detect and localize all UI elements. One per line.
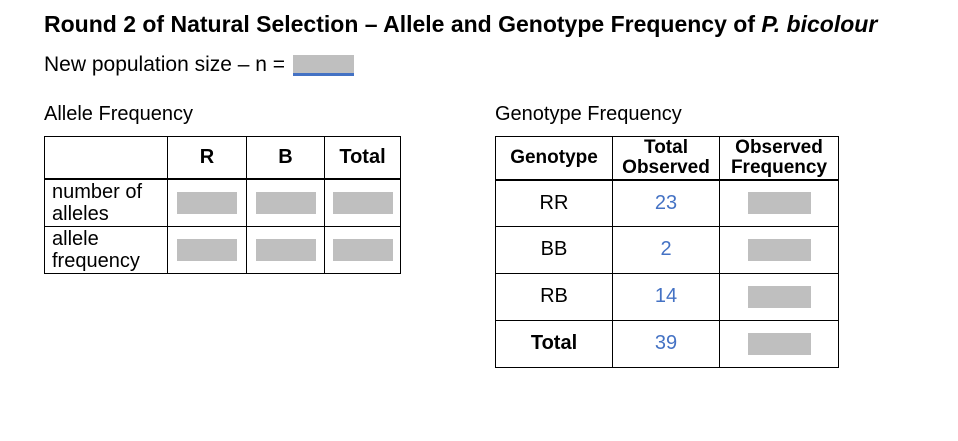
allele-frequency-r-cell [167, 226, 247, 274]
genotype-header: Genotype [495, 136, 613, 181]
species-name: P. bicolour [761, 11, 878, 37]
population-size-label: New population size – n = [44, 53, 286, 76]
table-row: Total 39 [495, 319, 839, 368]
rr-observed-frequency-answer-box[interactable] [747, 192, 811, 215]
number-of-alleles-r-cell [167, 178, 247, 227]
allele-frequency-r-answer-box[interactable] [177, 239, 237, 262]
page-title: Round 2 of Natural Selection – Allele an… [44, 11, 877, 38]
number-of-alleles-label: number of alleles [44, 178, 168, 227]
rb-observed-frequency-cell [719, 272, 839, 321]
allele-frequency-b-cell [246, 226, 325, 274]
allele-header-r: R [167, 136, 247, 180]
allele-header-b: B [246, 136, 325, 180]
bb-observed-frequency-answer-box[interactable] [747, 238, 811, 261]
genotype-total-label: Total [495, 319, 613, 368]
number-of-alleles-b-cell [246, 178, 325, 227]
genotype-bb-label: BB [495, 225, 613, 274]
allele-frequency-label: Allele Frequency [44, 103, 193, 125]
number-of-alleles-total-cell [324, 178, 401, 227]
page-title-text: Round 2 of Natural Selection – Allele an… [44, 11, 762, 37]
population-size-line: New population size – n = [44, 53, 355, 77]
genotype-table-header-row: Genotype Total Observed Observed Frequen… [495, 136, 839, 181]
table-row: allele frequency [44, 226, 401, 274]
rr-total-observed-value[interactable]: 23 [612, 179, 720, 227]
total-observed-header: Total Observed [612, 136, 720, 181]
total-observed-total-value[interactable]: 39 [612, 319, 720, 368]
genotype-frequency-table: Genotype Total Observed Observed Frequen… [495, 136, 839, 368]
table-row: RR 23 [495, 179, 839, 227]
table-row: BB 2 [495, 225, 839, 274]
allele-header-blank [44, 136, 168, 180]
allele-header-total: Total [324, 136, 401, 180]
number-of-alleles-b-answer-box[interactable] [255, 191, 316, 214]
rb-observed-frequency-answer-box[interactable] [747, 285, 811, 308]
total-observed-frequency-answer-box[interactable] [747, 332, 811, 355]
bb-observed-frequency-cell [719, 225, 839, 274]
allele-frequency-total-cell [324, 226, 401, 274]
genotype-rb-label: RB [495, 272, 613, 321]
population-size-input[interactable] [293, 55, 355, 76]
genotype-rr-label: RR [495, 179, 613, 227]
bb-total-observed-value[interactable]: 2 [612, 225, 720, 274]
table-row: RB 14 [495, 272, 839, 321]
allele-frequency-total-answer-box[interactable] [332, 239, 393, 262]
number-of-alleles-r-answer-box[interactable] [177, 191, 237, 214]
observed-frequency-header: Observed Frequency [719, 136, 839, 181]
allele-frequency-table: R B Total number of alleles allele frequ… [44, 136, 401, 274]
table-row: number of alleles [44, 178, 401, 227]
rr-observed-frequency-cell [719, 179, 839, 227]
number-of-alleles-total-answer-box[interactable] [332, 191, 393, 214]
allele-frequency-b-answer-box[interactable] [255, 239, 316, 262]
allele-table-header-row: R B Total [44, 136, 401, 180]
total-observed-frequency-cell [719, 319, 839, 368]
allele-frequency-row-label: allele frequency [44, 226, 168, 274]
genotype-frequency-label: Genotype Frequency [495, 103, 682, 125]
rb-total-observed-value[interactable]: 14 [612, 272, 720, 321]
